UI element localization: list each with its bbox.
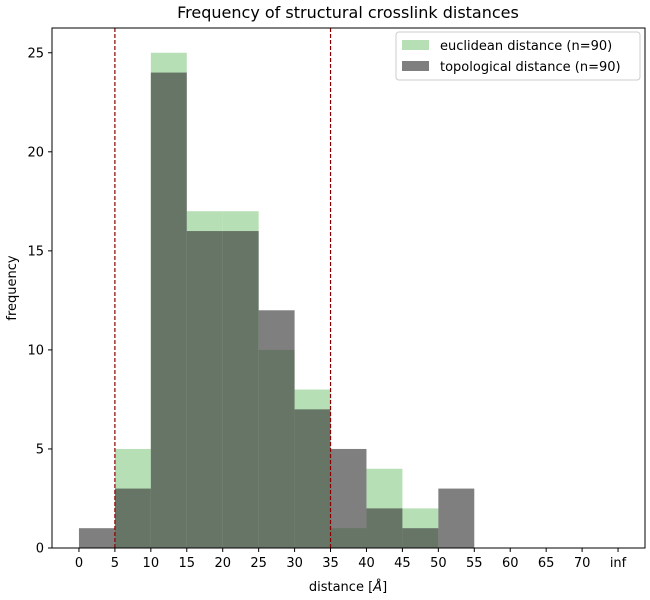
x-tick-label: 20	[214, 556, 231, 571]
x-axis-label: distance [Å]	[309, 579, 387, 595]
bar-topological-10	[150, 72, 187, 549]
y-tick-label: 10	[27, 343, 44, 358]
bar-topological-35	[330, 448, 367, 548]
legend-label-euclidean: euclidean distance (n=90)	[440, 39, 612, 54]
plot-frame	[51, 27, 646, 549]
x-axis-ticks: 0 5 10 15 20 25 30 35 40 45 50 55 60 65 70 inf	[75, 548, 627, 571]
x-tick-label: 25	[250, 556, 267, 571]
x-tick-label: 35	[322, 556, 339, 571]
legend: euclidean distance (n=90) topological di…	[395, 31, 641, 81]
x-tick-label: 5	[111, 556, 119, 571]
x-tick-label: 15	[178, 556, 195, 571]
y-tick-label: 5	[36, 442, 44, 457]
x-tick-label: 30	[286, 556, 303, 571]
y-tick-label: 0	[36, 542, 44, 557]
x-tick-label: 60	[502, 556, 519, 571]
y-axis-ticks: 0 5 10 15 20 25	[27, 46, 52, 557]
legend-label-topological: topological distance (n=90)	[440, 60, 621, 75]
x-tick-label: inf	[610, 556, 627, 571]
bar-topological-30	[294, 409, 331, 548]
y-axis-label: frequency	[5, 255, 20, 321]
bar-topological-50	[438, 488, 475, 548]
x-tick-label: 45	[394, 556, 411, 571]
chart-title: Frequency of structural crosslink distan…	[177, 3, 519, 22]
bar-topological-15	[186, 231, 223, 549]
legend-swatch-euclidean	[402, 40, 429, 50]
x-tick-label: 40	[358, 556, 375, 571]
bar-topological-40	[366, 508, 403, 548]
x-tick-label: 10	[143, 556, 160, 571]
x-tick-label: 70	[574, 556, 591, 571]
x-tick-label: 50	[430, 556, 447, 571]
threshold-lines	[114, 28, 332, 548]
y-tick-label: 25	[27, 46, 44, 61]
bar-topological-25	[258, 310, 295, 548]
bar-topological-0	[78, 528, 115, 548]
y-tick-label: 20	[27, 145, 44, 160]
bar-topological-20	[222, 231, 259, 549]
bar-topological-5	[114, 488, 151, 548]
legend-box	[395, 31, 641, 81]
legend-swatch-topological	[402, 61, 429, 71]
x-tick-label: 55	[466, 556, 483, 571]
y-tick-label: 15	[27, 244, 44, 259]
bar-topological-45	[402, 528, 439, 548]
x-tick-label: 0	[75, 556, 83, 571]
histogram-bars	[78, 52, 475, 549]
x-tick-label: 65	[538, 556, 555, 571]
